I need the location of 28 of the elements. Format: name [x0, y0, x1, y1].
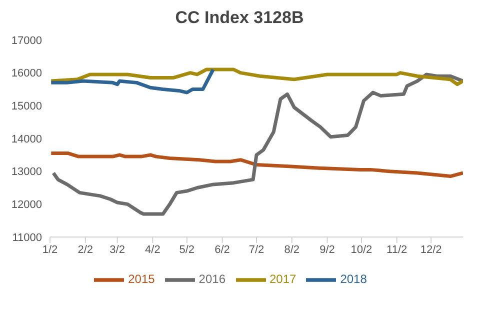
legend-label: 2016 [198, 272, 226, 286]
y-tick-label: 13000 [11, 166, 42, 178]
legend-label: 2018 [340, 272, 367, 286]
x-tick-label: 5/2 [179, 244, 195, 256]
x-tick-label: 12/2 [420, 244, 442, 256]
line-series [52, 72, 463, 216]
legend-label: 2017 [270, 272, 296, 286]
y-tick-label: 12000 [11, 199, 42, 212]
x-tick-label: 7/2 [248, 244, 264, 256]
y-tick-label: 16000 [11, 68, 42, 80]
x-tick-label: 2/2 [78, 244, 94, 256]
x-tick-label: 3/2 [110, 244, 125, 256]
chart-title: CC Index 3128B [174, 8, 305, 28]
y-tick-label: 11000 [12, 232, 42, 244]
line-series [50, 68, 463, 86]
line-series [50, 152, 463, 178]
x-tick-label: 9/2 [320, 244, 335, 256]
x-tick-label: 4/2 [145, 244, 160, 256]
x-tick-label: 10/2 [350, 244, 372, 256]
x-tick-label: 8/2 [284, 244, 300, 256]
x-tick-label: 1/2 [42, 244, 58, 256]
y-tick-label: 14000 [11, 133, 42, 146]
line-series [50, 68, 215, 94]
legend-label: 2015 [128, 272, 155, 286]
y-tick-label: 15000 [11, 100, 42, 113]
x-tick-label: 6/2 [214, 244, 230, 256]
x-tick-label: 11/2 [386, 244, 408, 256]
y-tick-label: 17000 [11, 34, 42, 47]
